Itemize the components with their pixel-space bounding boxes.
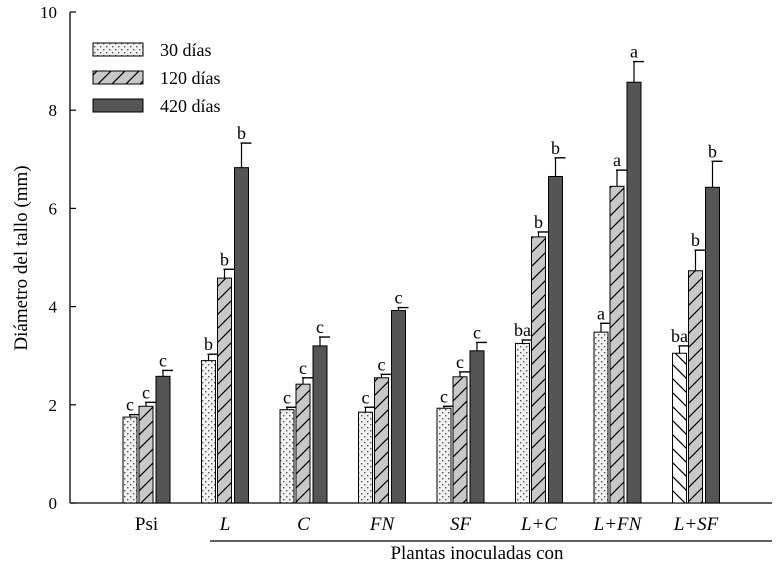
- bar-420-días-2: [312, 345, 328, 504]
- legend-swatch-420: [92, 98, 144, 113]
- significance-letter: b: [691, 230, 700, 250]
- x-tick-label: L+C: [520, 514, 557, 535]
- significance-letter: c: [378, 354, 386, 374]
- y-tick-label: 6: [49, 199, 58, 218]
- bar-group-l-plus-fn: a a a: [593, 42, 644, 504]
- bar-120-días-0: [138, 405, 154, 504]
- significance-letter: c: [283, 387, 291, 407]
- bar-30-días-2: [279, 409, 295, 504]
- significance-letter: c: [395, 288, 403, 308]
- legend: 30 días 120 días 420 días: [92, 40, 221, 116]
- y-tick-label: 10: [40, 3, 57, 22]
- legend-label-30: 30 días: [160, 40, 212, 60]
- bar-group-l: b b b: [201, 123, 252, 504]
- x-tick-label: C: [297, 514, 310, 535]
- y-axis-label: Diámetro del tallo (mm): [11, 165, 32, 350]
- significance-letter: b: [708, 141, 717, 161]
- legend-label-420: 420 días: [160, 96, 221, 116]
- bar-420-días-6: [626, 81, 642, 504]
- bar-30-días-7: [672, 352, 687, 504]
- legend-label-120: 120 días: [160, 68, 221, 88]
- bar-420-días-5: [548, 175, 563, 504]
- bar-120-días-7: [688, 270, 703, 504]
- significance-letter: b: [220, 249, 229, 269]
- bar-120-días-4: [452, 376, 468, 504]
- bar-120-días-2: [295, 383, 311, 504]
- y-axis-ticks: 0 2 4 6 8 10: [40, 3, 76, 513]
- bar-30-días-0: [122, 416, 138, 504]
- significance-letter: ba: [514, 320, 531, 340]
- bar-120-días-1: [217, 277, 232, 504]
- significance-letter: b: [237, 123, 246, 143]
- significance-letter: c: [440, 386, 448, 406]
- bar-group-psi: ccc: [122, 350, 173, 504]
- bar-120-días-3: [374, 377, 389, 504]
- bar-120-días-6: [609, 185, 625, 504]
- x-tick-label: L+SF: [673, 514, 719, 535]
- bar-30-días-4: [436, 407, 452, 504]
- bar-30-días-5: [515, 342, 530, 504]
- significance-letter: c: [362, 387, 370, 407]
- significance-letter: c: [456, 352, 464, 372]
- bar-420-días-0: [155, 375, 171, 504]
- significance-letter: c: [299, 358, 307, 378]
- significance-letter: a: [597, 303, 605, 323]
- significance-letter: a: [630, 42, 638, 62]
- bar-420-días-3: [391, 310, 406, 504]
- bar-group-sf: ccc: [436, 322, 487, 504]
- x-axis-label: Plantas inoculadas con: [390, 543, 564, 564]
- x-axis-tick-labels: Psi L C FN SF L+C L+FN L+SF: [135, 514, 719, 535]
- x-tick-label: SF: [450, 514, 472, 535]
- y-tick-label: 0: [49, 494, 58, 513]
- bar-group-c: ccc: [279, 317, 330, 504]
- y-tick-label: 4: [49, 298, 58, 317]
- x-tick-label: Psi: [135, 514, 158, 535]
- legend-swatch-120: [92, 70, 144, 85]
- bar-420-días-4: [469, 350, 485, 504]
- significance-letter: c: [142, 382, 150, 402]
- bar-group-l-plus-sf: ba b b: [671, 141, 723, 504]
- bar-group-fn: ccc: [358, 288, 409, 504]
- significance-letter: c: [159, 350, 167, 370]
- significance-letter: b: [534, 212, 543, 232]
- bar-30-días-1: [201, 360, 216, 504]
- x-tick-label: L+FN: [593, 514, 643, 535]
- bar-30-días-6: [593, 331, 609, 504]
- significance-letter: c: [126, 395, 134, 415]
- significance-letter: b: [204, 334, 213, 354]
- bar-420-días-1: [234, 167, 249, 504]
- significance-letter: a: [613, 150, 621, 170]
- y-tick-label: 2: [49, 396, 58, 415]
- bar-420-días-7: [705, 186, 720, 504]
- significance-letter: ba: [671, 326, 688, 346]
- bar-120-días-5: [531, 236, 546, 504]
- significance-letter: c: [473, 322, 481, 342]
- significance-letter: c: [316, 317, 324, 337]
- x-tick-label: L: [219, 514, 231, 535]
- y-tick-label: 8: [49, 101, 58, 120]
- bar-30-días-3: [358, 411, 373, 504]
- bar-group-l-plus-c: ba b b: [514, 138, 566, 504]
- significance-letter: b: [551, 138, 560, 158]
- legend-swatch-30: [92, 42, 144, 57]
- x-tick-label: FN: [369, 514, 396, 535]
